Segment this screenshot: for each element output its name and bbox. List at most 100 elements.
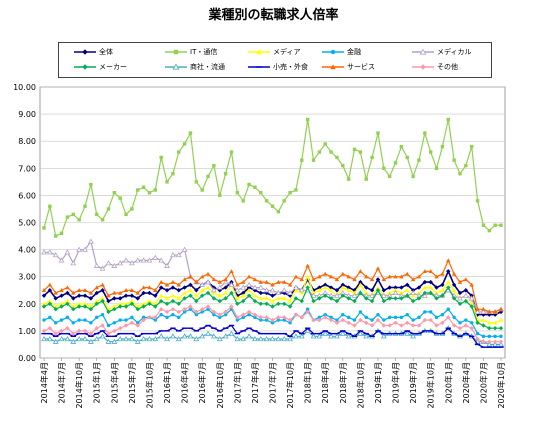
data-point (71, 331, 76, 336)
x-tick-label: 2015年7月 (127, 362, 137, 403)
data-point (328, 274, 334, 279)
data-point (340, 282, 346, 288)
x-tick-label: 2018年7月 (338, 362, 348, 403)
data-point (451, 323, 457, 328)
data-point (399, 296, 404, 301)
data-point (117, 336, 124, 342)
data-point (270, 204, 275, 208)
data-point (76, 304, 82, 309)
data-point (422, 285, 428, 290)
data-point (276, 301, 281, 306)
x-tick-label: 2019年10月 (426, 362, 436, 409)
data-point (369, 298, 375, 304)
data-point (282, 301, 287, 306)
data-point (217, 298, 222, 304)
data-point (275, 289, 282, 296)
data-point (246, 309, 252, 315)
data-point (330, 49, 336, 55)
data-point (146, 336, 153, 342)
data-point (305, 274, 310, 279)
data-point (199, 333, 206, 339)
data-point (334, 320, 340, 325)
data-point (376, 131, 380, 135)
data-point (123, 323, 129, 328)
data-point (172, 63, 180, 70)
legend-label: 全体 (99, 48, 113, 56)
data-point (235, 282, 240, 287)
legend-label: IT・通信 (190, 48, 218, 56)
data-point (41, 293, 47, 298)
data-point (451, 296, 457, 301)
data-point (323, 142, 327, 146)
x-tick-label: 2016年4月 (180, 362, 190, 403)
data-point (247, 312, 251, 317)
data-point (270, 317, 275, 323)
data-point (246, 293, 252, 298)
data-point (223, 285, 228, 290)
data-point (457, 279, 463, 284)
data-point (446, 258, 451, 263)
x-tick-label: 2015年1月 (92, 362, 102, 403)
data-point (199, 293, 205, 298)
data-point (317, 315, 322, 320)
data-point (153, 301, 158, 306)
y-tick-label: 7.00 (18, 164, 36, 173)
data-point (205, 304, 211, 309)
data-point (329, 150, 333, 154)
data-point (305, 307, 310, 311)
data-point (199, 288, 205, 292)
x-tick-label: 2017年10月 (285, 362, 295, 409)
data-point (469, 325, 474, 331)
data-point (228, 281, 235, 287)
data-point (252, 277, 258, 282)
data-point (130, 207, 134, 211)
data-point (181, 333, 188, 339)
data-point (257, 336, 264, 342)
data-point (100, 288, 105, 293)
data-point (422, 269, 428, 273)
data-point (405, 293, 410, 298)
data-point (111, 262, 118, 268)
data-point (83, 318, 87, 322)
data-point (422, 290, 428, 296)
data-point (88, 304, 94, 309)
data-point (252, 293, 258, 298)
data-point (235, 315, 240, 320)
data-point (358, 279, 363, 285)
data-point (346, 274, 351, 279)
data-point (52, 252, 59, 258)
data-point (205, 330, 211, 336)
data-point (217, 279, 222, 284)
data-point (134, 257, 141, 263)
data-point (130, 315, 134, 320)
data-point (235, 190, 240, 195)
data-point (481, 334, 486, 339)
series-9 (41, 258, 504, 314)
data-point (182, 307, 187, 312)
data-point (173, 49, 179, 55)
data-point (346, 288, 351, 292)
data-point (53, 307, 58, 312)
y-tick-label: 0.00 (18, 354, 36, 363)
data-point (474, 308, 481, 315)
data-point (364, 320, 369, 325)
data-point (77, 218, 81, 222)
series-8 (41, 324, 504, 348)
data-point (194, 312, 199, 317)
data-point (487, 334, 491, 339)
data-point (54, 234, 58, 238)
data-point (129, 320, 135, 325)
data-point (487, 309, 492, 314)
data-point (194, 298, 199, 304)
data-point (387, 323, 392, 328)
data-point (498, 339, 504, 344)
legend-swatch (322, 64, 344, 70)
data-point (229, 269, 234, 273)
data-point (95, 315, 99, 320)
data-point (457, 325, 463, 331)
data-point (387, 274, 392, 279)
data-point (264, 318, 269, 322)
data-point (468, 295, 475, 301)
data-point (282, 279, 287, 284)
data-point (475, 331, 480, 336)
